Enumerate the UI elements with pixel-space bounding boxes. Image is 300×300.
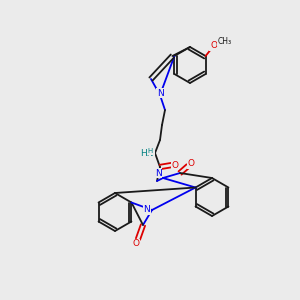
Text: O: O xyxy=(188,160,194,169)
Text: N: N xyxy=(144,206,150,214)
Text: O: O xyxy=(210,41,217,50)
Text: N: N xyxy=(157,88,164,98)
Text: O: O xyxy=(133,239,140,248)
Text: HN: HN xyxy=(140,148,154,158)
Text: H: H xyxy=(147,148,153,154)
Text: CH₃: CH₃ xyxy=(218,37,232,46)
Text: N: N xyxy=(154,169,161,178)
Text: O: O xyxy=(172,160,178,169)
